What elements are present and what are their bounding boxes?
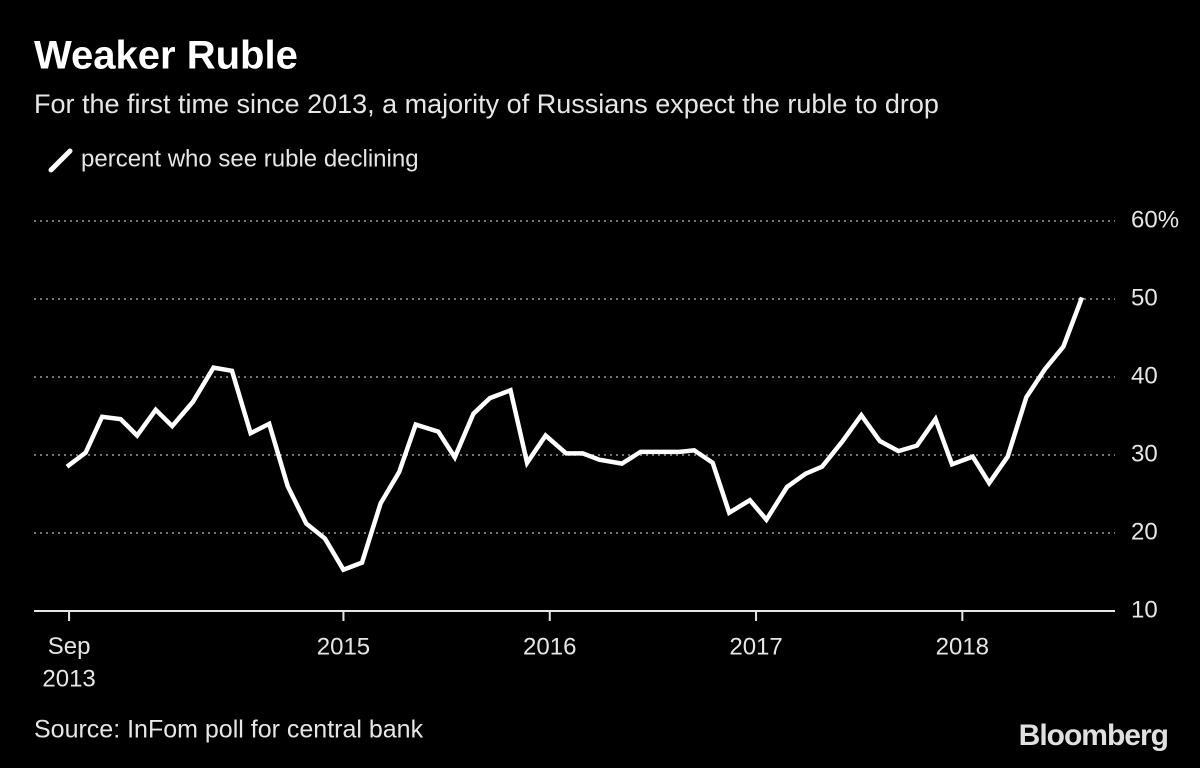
chart-title: Weaker Ruble	[34, 34, 298, 78]
x-tick-label: 2016	[523, 633, 576, 660]
y-tick-label: 50	[1131, 284, 1158, 311]
source-note: Source: InFom poll for central bank	[34, 716, 424, 744]
y-tick-label: 30	[1131, 440, 1158, 467]
legend-swatch	[48, 148, 73, 173]
chart-subtitle: For the first time since 2013, a majorit…	[34, 89, 939, 119]
brand-logo: Bloomberg	[1019, 719, 1168, 752]
legend-label: percent who see ruble declining	[81, 145, 419, 172]
x-tick-label: 2015	[317, 633, 370, 660]
x-tick-label: Sep 2013	[42, 633, 95, 692]
x-tick-label: 2018	[936, 633, 989, 660]
y-tick-label: 20	[1131, 518, 1158, 545]
data-line	[65, 296, 1085, 573]
x-tick-label: 2017	[729, 633, 782, 660]
y-tick-label: 40	[1131, 362, 1158, 389]
y-tick-label: 10	[1131, 596, 1158, 623]
y-tick-label: 60%	[1131, 206, 1179, 233]
